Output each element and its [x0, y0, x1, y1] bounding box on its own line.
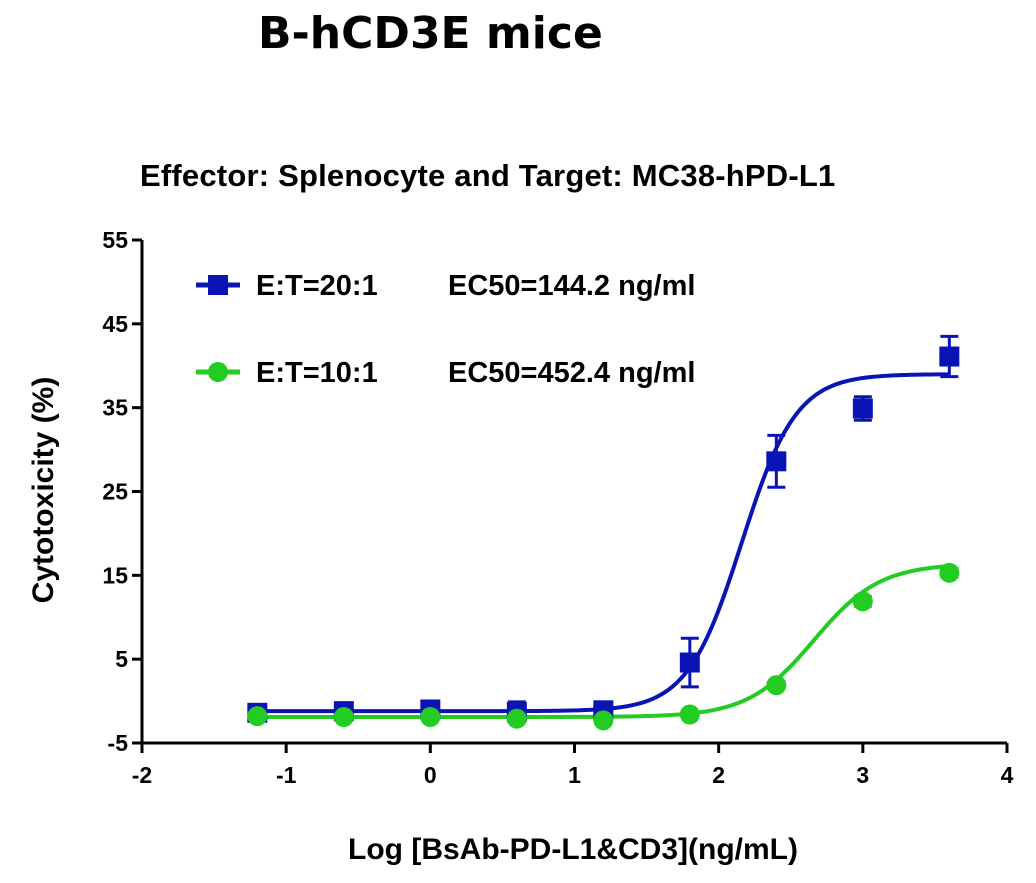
y-tick-label: -5	[108, 730, 129, 756]
legend-ec50: EC50=144.2 ng/ml	[448, 270, 695, 302]
data-point	[333, 707, 354, 728]
legend: E:T=20:1 EC50=144.2 ng/ml E:T=10:1 EC50=452…	[196, 270, 695, 389]
data-point	[766, 433, 787, 489]
legend-item-2: E:T=10:1 EC50=452.4 ng/ml	[196, 357, 695, 389]
marker-square	[852, 398, 873, 419]
data-point	[939, 334, 960, 379]
marker-circle	[939, 562, 960, 583]
y-tick-label: 25	[102, 479, 128, 505]
marker-circle	[333, 707, 354, 728]
y-tick-label: 45	[102, 311, 128, 337]
marker-circle	[247, 706, 268, 727]
data-point	[420, 707, 441, 728]
marker-circle	[593, 710, 614, 731]
marker-circle	[679, 704, 700, 725]
data-point	[679, 704, 700, 725]
fit-curve-1	[257, 372, 950, 714]
page-title: B-hCD3E mice	[258, 8, 603, 59]
x-tick-label: 1	[568, 762, 581, 788]
legend-series-name: E:T=20:1	[256, 270, 378, 302]
legend-ec50: EC50=452.4 ng/ml	[448, 357, 695, 389]
marker-square	[766, 451, 787, 472]
data-point	[247, 706, 268, 727]
marker-circle	[852, 591, 873, 612]
legend-item-1: E:T=20:1 EC50=144.2 ng/ml	[196, 270, 695, 302]
marker-square	[679, 652, 700, 673]
fit-curve-2	[257, 564, 950, 720]
marker-square	[939, 346, 960, 367]
y-tick-label: 35	[102, 395, 128, 421]
x-tick-label: -1	[276, 762, 297, 788]
chart-title: Effector: Splenocyte and Target: MC38-hP…	[140, 158, 836, 193]
data-point	[766, 675, 787, 696]
data-point	[852, 591, 873, 612]
x-tick-label: 3	[856, 762, 869, 788]
x-tick-label: -2	[132, 762, 152, 788]
x-tick-label: 2	[712, 762, 725, 788]
data-point	[852, 395, 873, 422]
x-axis-label: Log [BsAb-PD-L1&CD3](ng/mL)	[348, 833, 798, 866]
x-tick-label: 0	[424, 762, 437, 788]
data-points	[247, 334, 960, 731]
y-tick-label: 5	[115, 646, 128, 672]
data-point	[593, 710, 614, 731]
y-tick-label: 55	[102, 227, 128, 253]
axes: -5 5 15 25 35 45 55 -2 -1 0 1 2 3 4	[102, 227, 1013, 788]
legend-series-name: E:T=10:1	[256, 357, 378, 389]
legend-marker-square	[208, 275, 228, 295]
data-point	[506, 708, 527, 729]
marker-circle	[420, 707, 441, 728]
fit-curves	[257, 372, 950, 720]
marker-circle	[766, 675, 787, 696]
data-point	[679, 636, 700, 689]
data-point	[939, 562, 960, 583]
x-tick-label: 4	[1001, 762, 1014, 788]
marker-circle	[506, 708, 527, 729]
legend-marker-circle	[208, 362, 228, 382]
y-tick-label: 15	[102, 562, 128, 588]
